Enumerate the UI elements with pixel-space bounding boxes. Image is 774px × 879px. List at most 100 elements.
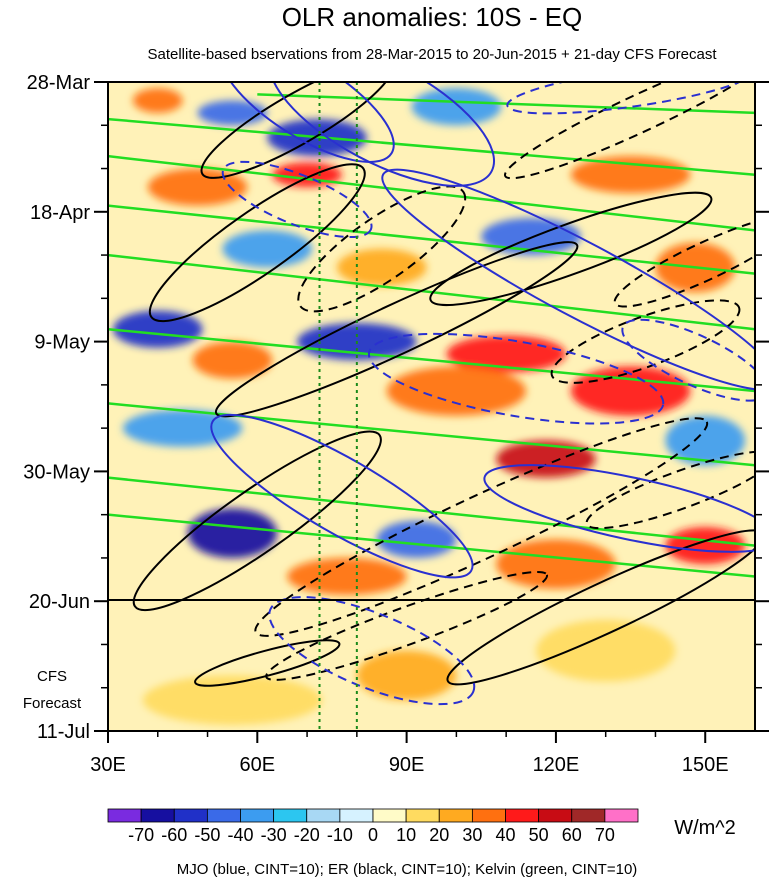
anomaly-patch — [142, 675, 323, 725]
y-tick-label: 18-Apr — [30, 202, 90, 224]
colorbar-label: 30 — [462, 825, 482, 845]
anomaly-patch — [570, 156, 691, 194]
anomaly-patch — [222, 230, 313, 268]
er-contours — [132, 82, 755, 687]
kelvin-contour — [108, 253, 755, 331]
mjo-contour — [621, 318, 755, 402]
y-tick-label: 20-Jun — [29, 591, 90, 613]
anomaly-patch — [411, 88, 502, 126]
mjo-contour — [221, 160, 373, 239]
anomaly-patch — [376, 520, 457, 558]
y-tick-label: 9-May — [34, 332, 90, 354]
colorbar-label: -40 — [227, 825, 253, 845]
colorbar-swatch — [273, 808, 308, 823]
anomaly-patch — [665, 415, 746, 466]
colorbar-swatch — [206, 808, 241, 823]
anomaly-patch — [122, 409, 243, 447]
forecast-label-line2: Forecast — [23, 695, 82, 712]
colorbar-label: 70 — [595, 825, 615, 845]
colorbar-label: 20 — [429, 825, 449, 845]
colorbar-swatch — [604, 808, 639, 823]
x-tick-label: 60E — [240, 754, 276, 776]
anomaly-patch — [536, 619, 676, 682]
colorbar-label: -20 — [294, 825, 320, 845]
y-tick-label: 11-Jul — [37, 721, 90, 743]
colorbar-label: 0 — [368, 825, 378, 845]
anomaly-patch — [386, 366, 527, 416]
kelvin-contour — [108, 327, 755, 393]
y-tick-label: 30-May — [23, 461, 90, 483]
colorbar-swatch — [405, 808, 440, 823]
forecast-label-line1: CFS — [37, 668, 67, 685]
x-tick-label: 30E — [90, 754, 126, 776]
mjo-contour — [381, 168, 755, 391]
colorbar-swatch — [471, 808, 506, 823]
er-contour — [503, 82, 755, 180]
anomaly-patch — [287, 557, 407, 596]
colorbar-label: 40 — [495, 825, 515, 845]
kelvin-contour — [108, 513, 755, 578]
x-tick-label: 120E — [533, 754, 580, 776]
reference-lines — [318, 82, 358, 731]
colorbar-units: W/m^2 — [674, 817, 736, 839]
anomaly-patch — [192, 341, 273, 379]
er-contour — [265, 570, 549, 681]
colorbar-label: -30 — [261, 825, 287, 845]
er-contour — [297, 185, 467, 313]
er-contour — [214, 241, 579, 418]
colorbar-swatch — [140, 808, 175, 823]
mjo-contour — [367, 332, 665, 425]
mjo-contour — [268, 82, 496, 187]
colorbar-label: 50 — [529, 825, 549, 845]
colorbar-swatch — [107, 808, 142, 823]
colorbar-label: 60 — [562, 825, 582, 845]
colorbar-swatch — [240, 808, 275, 823]
anomaly-patch — [356, 650, 457, 701]
colorbar-swatch — [571, 808, 606, 823]
anomaly-patch — [187, 508, 278, 558]
colorbar-swatch — [339, 808, 374, 823]
er-contour — [148, 163, 366, 323]
x-tick-label: 150E — [682, 754, 729, 776]
er-contour — [429, 191, 713, 306]
colorbar-label: -70 — [128, 825, 154, 845]
er-contour — [254, 417, 709, 637]
anomaly-patch — [197, 100, 268, 126]
colorbar-swatch — [438, 808, 473, 823]
mjo-contour — [219, 82, 395, 163]
er-contour — [194, 639, 341, 687]
kelvin-contour — [108, 117, 755, 176]
chart-title: OLR anomalies: 10S - EQ — [282, 2, 583, 32]
anomaly-patch — [272, 162, 342, 188]
y-tick-label: 28-Mar — [27, 72, 91, 94]
anomaly-patch — [336, 248, 427, 286]
mjo-contour — [483, 464, 755, 553]
colorbar-label: -60 — [161, 825, 187, 845]
chart-subtitle: Satellite-based bservations from 28-Mar-… — [147, 46, 717, 63]
anomaly-field — [112, 88, 746, 725]
kelvin-contour — [108, 154, 755, 232]
anomaly-patch — [570, 366, 691, 416]
anomaly-patch — [665, 527, 746, 565]
kelvin-contour — [257, 93, 755, 115]
x-tick-label: 90E — [389, 754, 425, 776]
mjo-contours — [210, 82, 755, 706]
colorbar-swatch — [306, 808, 341, 823]
mjo-contour — [268, 596, 476, 706]
mjo-contour — [210, 413, 474, 579]
mjo-contour — [506, 82, 755, 115]
colorbar-label: 10 — [396, 825, 416, 845]
colorbar-label: -10 — [327, 825, 353, 845]
plot-frame — [107, 81, 756, 732]
colorbar-swatch — [505, 808, 540, 823]
er-contour — [446, 529, 755, 686]
colorbar-swatch — [372, 808, 407, 823]
er-contour — [132, 430, 382, 612]
anomaly-patch — [132, 88, 183, 113]
colorbar-swatch — [173, 808, 208, 823]
anomaly-patch — [496, 539, 616, 589]
anomaly-patch — [112, 310, 203, 348]
